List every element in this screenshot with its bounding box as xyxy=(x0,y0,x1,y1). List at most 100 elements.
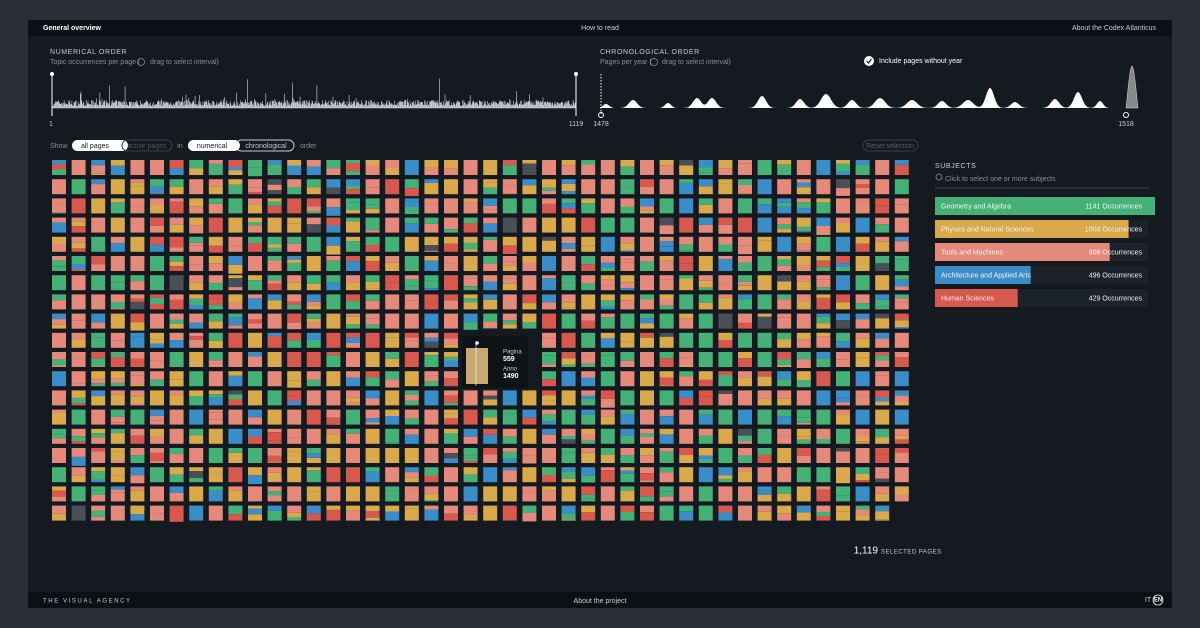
page-cell[interactable] xyxy=(169,467,184,475)
page-cell[interactable] xyxy=(267,217,282,233)
page-cell[interactable] xyxy=(894,352,909,357)
page-cell[interactable] xyxy=(463,198,478,203)
page-cell[interactable] xyxy=(52,222,66,233)
page-cell[interactable] xyxy=(248,371,262,387)
page-cell[interactable] xyxy=(894,204,909,214)
page-cell[interactable] xyxy=(346,179,360,186)
pill-active[interactable] xyxy=(188,140,240,151)
page-cell[interactable] xyxy=(71,344,86,348)
page-cell[interactable] xyxy=(679,198,694,214)
page-cell[interactable] xyxy=(189,168,204,175)
page-cell[interactable] xyxy=(894,241,909,252)
page-cell[interactable] xyxy=(150,244,164,252)
page-cell[interactable] xyxy=(228,452,243,463)
page-cell[interactable] xyxy=(385,467,400,483)
page-cell[interactable] xyxy=(326,282,341,291)
page-cell[interactable] xyxy=(267,294,282,301)
page-cell[interactable] xyxy=(698,486,713,502)
page-cell[interactable] xyxy=(267,390,282,406)
page-cell[interactable] xyxy=(208,394,223,398)
page-cell[interactable] xyxy=(796,390,811,406)
page-cell[interactable] xyxy=(581,363,596,367)
page-cell[interactable] xyxy=(738,371,752,378)
page-cell[interactable] xyxy=(444,467,458,474)
reset-text[interactable]: Reset selection xyxy=(866,143,914,150)
page-cell[interactable] xyxy=(248,187,262,193)
page-cell[interactable] xyxy=(757,204,772,214)
page-cell[interactable] xyxy=(91,486,106,491)
page-cell[interactable] xyxy=(52,236,66,244)
page-cell[interactable] xyxy=(855,390,870,396)
page-cell[interactable] xyxy=(267,280,282,284)
page-cell[interactable] xyxy=(502,198,517,214)
page-cell[interactable] xyxy=(306,211,321,214)
page-cell[interactable] xyxy=(522,409,537,418)
page-cell[interactable] xyxy=(248,243,262,252)
page-cell[interactable] xyxy=(522,256,537,263)
page-cell[interactable] xyxy=(267,371,282,387)
page-cell[interactable] xyxy=(365,390,380,399)
page-cell[interactable] xyxy=(110,243,125,252)
page-cell[interactable] xyxy=(738,358,752,367)
page-cell[interactable] xyxy=(248,204,262,214)
page-cell[interactable] xyxy=(326,313,341,329)
page-cell[interactable] xyxy=(875,493,890,502)
page-cell[interactable] xyxy=(404,179,419,189)
page-cell[interactable] xyxy=(326,355,341,367)
page-cell[interactable] xyxy=(836,451,850,464)
page-cell[interactable] xyxy=(640,332,654,338)
page-cell[interactable] xyxy=(522,390,537,406)
page-cell[interactable] xyxy=(444,448,458,454)
page-cell[interactable] xyxy=(463,517,478,521)
page-cell[interactable] xyxy=(208,486,223,491)
page-cell[interactable] xyxy=(659,428,674,435)
page-cell[interactable] xyxy=(796,275,811,282)
page-cell[interactable] xyxy=(718,352,733,367)
page-cell[interactable] xyxy=(91,379,106,384)
page-cell[interactable] xyxy=(306,390,321,406)
page-cell[interactable] xyxy=(561,307,576,310)
page-cell[interactable] xyxy=(561,248,576,252)
page-cell[interactable] xyxy=(855,509,870,516)
page-cell[interactable] xyxy=(91,471,106,480)
page-cell[interactable] xyxy=(502,390,517,406)
page-cell[interactable] xyxy=(169,168,184,175)
page-cell[interactable] xyxy=(757,179,772,195)
page-cell[interactable] xyxy=(208,473,223,483)
page-cell[interactable] xyxy=(424,167,439,175)
page-cell[interactable] xyxy=(248,467,262,476)
page-cell[interactable] xyxy=(659,467,674,473)
page-cell[interactable] xyxy=(659,451,674,463)
page-cell[interactable] xyxy=(248,508,262,515)
page-cell[interactable] xyxy=(796,243,811,251)
page-cell[interactable] xyxy=(424,486,439,495)
pill-active[interactable] xyxy=(72,140,128,151)
page-cell[interactable] xyxy=(483,417,498,425)
page-cell[interactable] xyxy=(169,352,184,358)
page-cell[interactable] xyxy=(463,179,478,195)
page-cell[interactable] xyxy=(365,352,380,367)
page-cell[interactable] xyxy=(267,505,282,511)
page-cell[interactable] xyxy=(640,313,654,319)
page-cell[interactable] xyxy=(561,358,576,365)
subject-bar[interactable] xyxy=(935,220,1129,238)
page-cell[interactable] xyxy=(855,187,870,195)
page-cell[interactable] xyxy=(346,390,360,398)
page-cell[interactable] xyxy=(659,496,674,502)
page-cell[interactable] xyxy=(483,395,498,400)
page-cell[interactable] xyxy=(150,256,164,271)
page-cell[interactable] xyxy=(52,164,66,170)
page-cell[interactable] xyxy=(110,371,125,379)
page-cell[interactable] xyxy=(424,352,439,356)
page-cell[interactable] xyxy=(385,371,400,380)
page-cell[interactable] xyxy=(71,397,86,404)
page-cell[interactable] xyxy=(738,486,752,502)
page-cell[interactable] xyxy=(169,492,184,502)
page-cell[interactable] xyxy=(365,294,380,301)
page-cell[interactable] xyxy=(542,434,556,444)
page-cell[interactable] xyxy=(483,223,498,233)
page-cell[interactable] xyxy=(287,448,302,452)
page-cell[interactable] xyxy=(777,339,792,348)
page-cell[interactable] xyxy=(306,409,321,425)
page-cell[interactable] xyxy=(796,160,811,175)
